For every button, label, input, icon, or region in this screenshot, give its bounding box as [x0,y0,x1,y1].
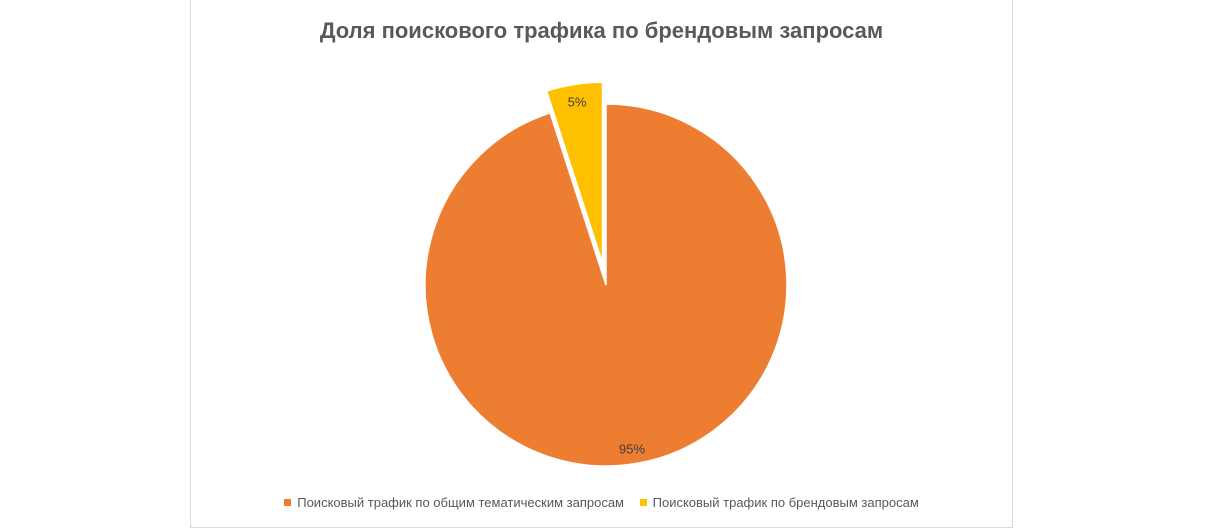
legend-item-general: Поисковый трафик по общим тематическим з… [284,495,624,510]
chart-legend: Поисковый трафик по общим тематическим з… [191,494,1012,510]
legend-swatch-general [284,499,292,506]
chart-area: Доля поискового трафика по брендовым зап… [190,0,1013,528]
data-label-general: 95% [619,441,645,456]
pie-slice-general [424,103,788,467]
legend-swatch-brand [639,499,647,506]
pie-chart: 95% 5% [424,81,788,467]
chart-title: Доля поискового трафика по брендовым зап… [319,18,884,43]
legend-label-general: Поисковый трафик по общим тематическим з… [297,495,624,510]
pie-slice-brand [545,81,604,264]
legend-item-brand: Поисковый трафик по брендовым запросам [639,495,919,510]
data-label-brand: 5% [568,94,587,109]
legend-label-brand: Поисковый трафик по брендовым запросам [652,495,919,510]
